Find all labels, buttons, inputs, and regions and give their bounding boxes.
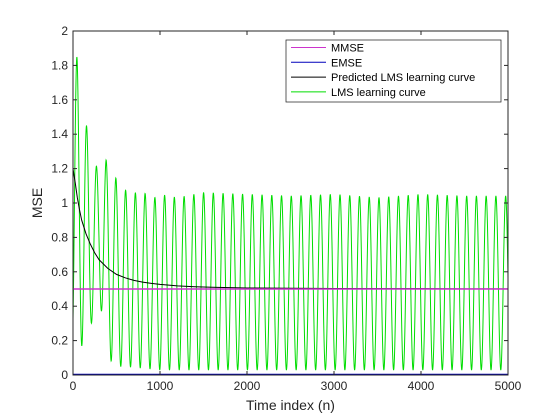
legend-label-lms-learning-curve: LMS learning curve bbox=[331, 87, 426, 99]
y-tick-label: 0.6 bbox=[51, 265, 68, 279]
tick-layer: 0 1000 2000 3000 4000 5000 0 0.2 0.4 0.6 0.8 1 1.2 1.… bbox=[51, 24, 521, 393]
y-tick-label: 0 bbox=[61, 368, 68, 382]
x-tick-label: 5000 bbox=[495, 379, 522, 393]
y-tick-label: 1 bbox=[61, 196, 68, 210]
y-tick-label: 1.2 bbox=[51, 162, 68, 176]
x-tick-label: 3000 bbox=[321, 379, 348, 393]
series-layer bbox=[72, 56, 509, 376]
legend-label-predicted-lms-learning-curve: Predicted LMS learning curve bbox=[331, 72, 475, 84]
y-tick-label: 1.4 bbox=[51, 127, 68, 141]
y-tick-label: 1.6 bbox=[51, 93, 68, 107]
x-tick-label: 1000 bbox=[147, 379, 174, 393]
x-tick-label: 0 bbox=[70, 379, 77, 393]
x-tick-label: 4000 bbox=[408, 379, 435, 393]
legend: MMSE EMSE Predicted LMS learning curve LMS … bbox=[285, 39, 502, 103]
x-tick-label: 2000 bbox=[234, 379, 261, 393]
y-tick-label: 0.4 bbox=[51, 299, 68, 313]
legend-label-emse: EMSE bbox=[331, 57, 362, 69]
y-tick-label: 2 bbox=[61, 24, 68, 38]
y-tick-label: 0.8 bbox=[51, 230, 68, 244]
legend-label-mmse: MMSE bbox=[331, 43, 364, 55]
y-tick-label: 0.2 bbox=[51, 334, 68, 348]
y-axis-label: MSE bbox=[29, 188, 45, 218]
y-tick-label: 1.8 bbox=[51, 58, 68, 72]
series-lms-learning-curve bbox=[72, 56, 509, 371]
x-axis-label: Time index (n) bbox=[246, 397, 335, 413]
